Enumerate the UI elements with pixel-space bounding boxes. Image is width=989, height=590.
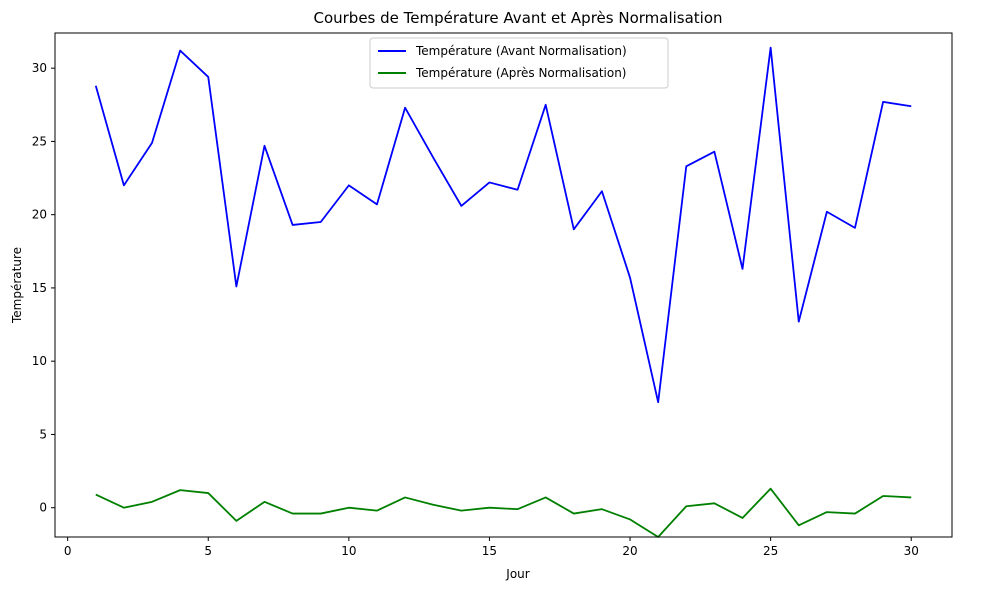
x-tick-label: 30 — [904, 544, 919, 558]
y-tick-label: 20 — [32, 208, 47, 222]
y-tick-label: 5 — [39, 427, 47, 441]
plot-lines — [94, 46, 912, 538]
plot-frame — [54, 32, 953, 538]
y-tick-label: 15 — [32, 281, 47, 295]
legend-label-apres: Température (Après Normalisation) — [415, 66, 626, 80]
x-tick-label: 25 — [763, 544, 778, 558]
series-line-avant — [94, 46, 912, 404]
legend-label-avant: Température (Avant Normalisation) — [415, 44, 627, 58]
x-axis-label: Jour — [505, 567, 529, 581]
x-tick-label: 15 — [482, 544, 497, 558]
y-tick-label: 0 — [39, 501, 47, 515]
x-tick-label: 5 — [204, 544, 212, 558]
y-tick-label: 25 — [32, 134, 47, 148]
x-tick-label: 10 — [341, 544, 356, 558]
x-tick-label: 20 — [622, 544, 637, 558]
x-axis-ticks: 0 5 10 15 20 25 30 — [64, 537, 919, 558]
y-tick-label: 10 — [32, 354, 47, 368]
x-tick-label: 0 — [64, 544, 72, 558]
y-axis-label: Température — [10, 247, 24, 324]
legend-box — [369, 37, 669, 89]
legend: Température (Avant Normalisation) Tempér… — [369, 37, 669, 89]
y-axis-ticks: 0 5 10 15 20 25 30 — [32, 61, 55, 515]
series-line-apres — [95, 487, 912, 538]
y-tick-label: 30 — [32, 61, 47, 75]
chart-title: Courbes de Température Avant et Après No… — [313, 9, 722, 27]
